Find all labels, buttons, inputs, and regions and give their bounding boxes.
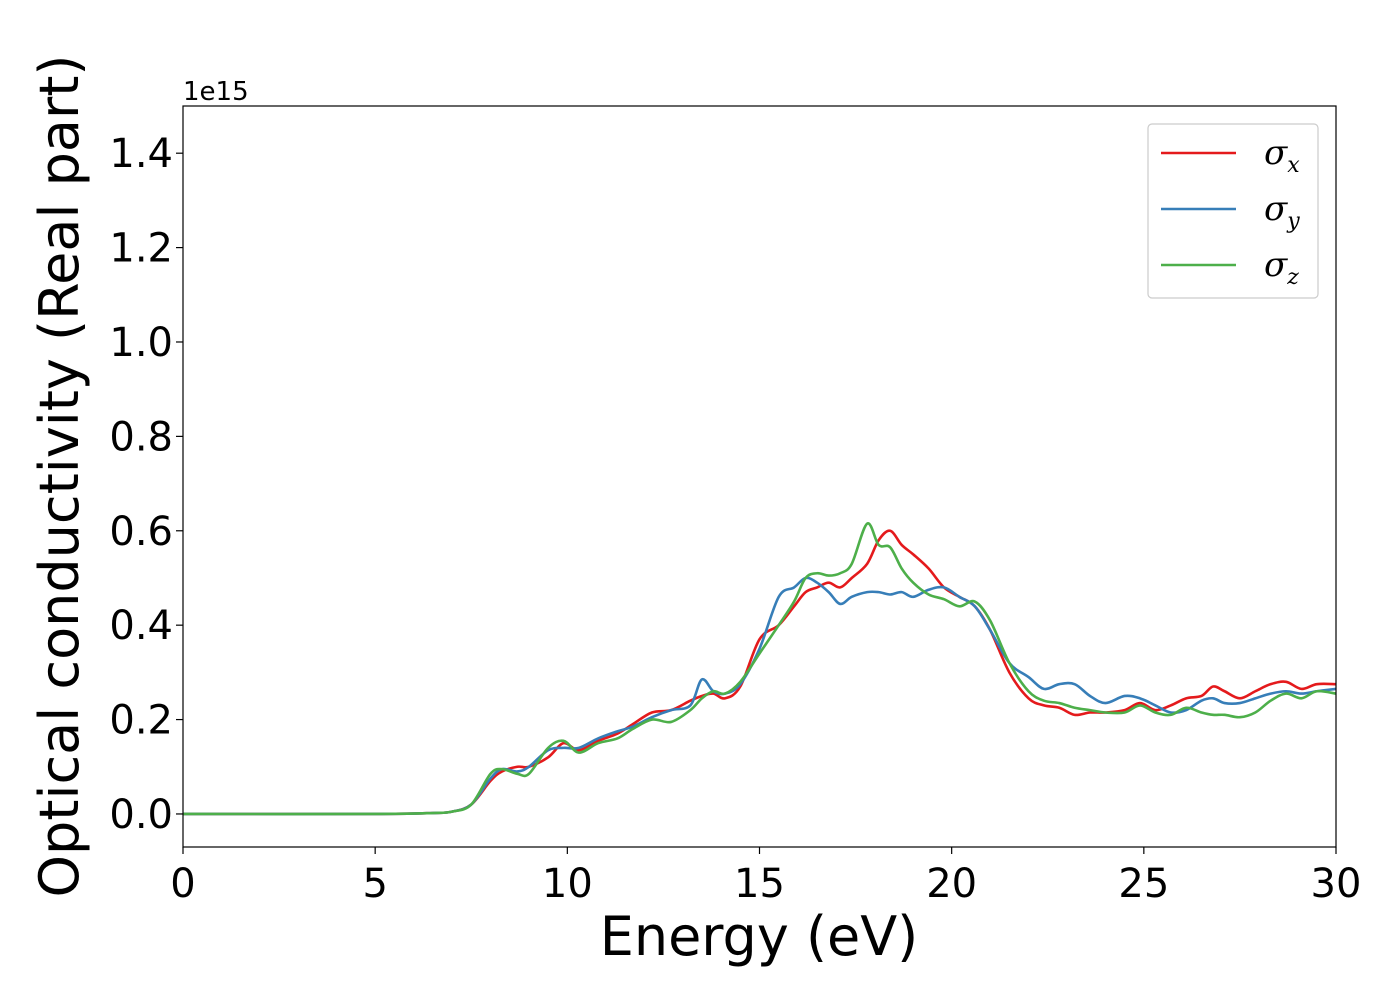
legend-label-subscript: z xyxy=(1286,265,1299,290)
series-line-z xyxy=(183,522,1336,816)
legend-label-subscript: x xyxy=(1287,153,1300,178)
legend-label-base: σ xyxy=(1264,245,1288,285)
series-line-y xyxy=(183,576,1336,816)
y-tick-label: 0.6 xyxy=(109,509,173,555)
y-tick-label: 0.4 xyxy=(109,603,173,649)
y-tick-label: 0.8 xyxy=(109,414,173,460)
y-offset-label: 1e15 xyxy=(183,77,249,107)
legend-label-x: σx xyxy=(1264,133,1300,178)
y-tick-label: 1.4 xyxy=(109,131,173,177)
x-tick-label: 5 xyxy=(362,861,387,907)
series-layer xyxy=(183,522,1336,816)
legend-label-z: σz xyxy=(1264,245,1299,290)
y-axis-title: Optical conductivity (Real part) xyxy=(28,55,91,898)
x-axis-title: Energy (eV) xyxy=(600,905,919,968)
x-axis: 0 5 10 15 20 25 30 xyxy=(170,847,1361,907)
y-tick-label: 0.0 xyxy=(109,792,173,838)
x-tick-label: 20 xyxy=(926,861,977,907)
series-line-x xyxy=(183,529,1336,816)
legend-box xyxy=(1147,123,1319,299)
y-tick-label: 1.2 xyxy=(109,226,173,272)
legend-label-y: σy xyxy=(1264,189,1300,234)
y-tick-label: 0.2 xyxy=(109,698,173,744)
x-tick-label: 10 xyxy=(542,861,593,907)
legend-label-base: σ xyxy=(1264,133,1288,173)
legend-label-base: σ xyxy=(1264,189,1288,229)
x-tick-label: 25 xyxy=(1118,861,1169,907)
y-tick-label: 1.0 xyxy=(109,320,173,366)
x-tick-label: 30 xyxy=(1311,861,1362,907)
y-axis: 0.0 0.2 0.4 0.6 0.8 1.0 1.2 1.4 xyxy=(109,131,183,838)
x-tick-label: 0 xyxy=(170,861,195,907)
legend-label-subscript: y xyxy=(1286,209,1300,234)
x-tick-label: 15 xyxy=(734,861,785,907)
